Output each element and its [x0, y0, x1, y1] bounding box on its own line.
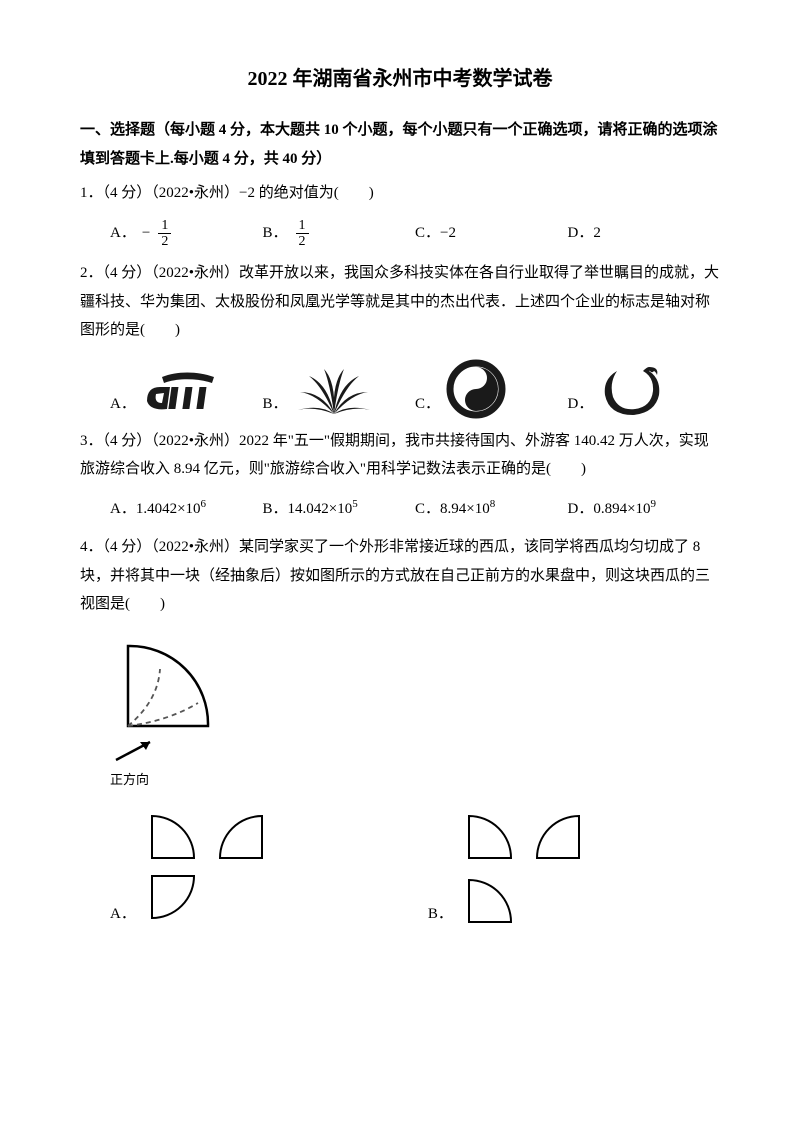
exponent: 5	[352, 498, 358, 510]
q4-opt-b[interactable]: B．	[428, 806, 585, 928]
q3-options: A．1.4042×106 B．14.042×105 C．8.94×108 D．0…	[110, 494, 720, 524]
q2-opt-d[interactable]: D．	[568, 359, 721, 419]
opt-label: C．8.94×108	[415, 494, 495, 524]
q2-opt-c[interactable]: C．	[415, 359, 568, 419]
view-cell	[210, 806, 268, 864]
question-2: 2．（4 分）（2022•永州）改革开放以来，我国众多科技实体在各自行业取得了举…	[80, 259, 720, 345]
numerator: 1	[296, 218, 309, 234]
q3-opt-a[interactable]: A．1.4042×106	[110, 494, 263, 524]
opt-label: A．	[110, 900, 136, 929]
q1-opt-c[interactable]: C．−2	[415, 218, 568, 250]
section-heading: 一、选择题（每小题 4 分，本大题共 10 个小题，每个小题只有一个正确选项，请…	[80, 116, 720, 173]
opt-text: A．1.4042×10	[110, 501, 201, 517]
minus-sign: −	[142, 219, 150, 248]
view-cell	[463, 870, 521, 928]
arrow-label: 正方向	[110, 768, 720, 793]
q4-options: A． B．	[110, 806, 720, 928]
taiji-logo-icon	[446, 359, 506, 419]
q4-opt-a[interactable]: A．	[110, 806, 268, 928]
q3-opt-d[interactable]: D．0.894×109	[568, 494, 721, 524]
q2-options: A． B． C．	[110, 359, 720, 419]
denominator: 2	[296, 234, 309, 249]
opt-label: B．	[263, 219, 288, 248]
opt-label: B．	[428, 900, 453, 929]
q1-options: A． − 1 2 B． 1 2 C．−2 D．2	[110, 218, 720, 250]
fraction-icon: 1 2	[158, 218, 171, 250]
view-cell	[463, 806, 521, 864]
numerator: 1	[158, 218, 171, 234]
q2-opt-b[interactable]: B．	[263, 359, 416, 419]
question-4: 4．（4 分）（2022•永州）某同学家买了一个外形非常接近球的西瓜，该同学将西…	[80, 533, 720, 619]
opt-label: C．−2	[415, 219, 456, 248]
q1-opt-b[interactable]: B． 1 2	[263, 218, 416, 250]
q2-opt-a[interactable]: A．	[110, 359, 263, 419]
opt-label: A．	[110, 390, 136, 419]
opt-text: B．14.042×10	[263, 501, 353, 517]
denominator: 2	[158, 234, 171, 249]
arrow-icon	[110, 736, 160, 764]
opt-text: D．0.894×10	[568, 501, 651, 517]
view-cell	[210, 870, 268, 928]
view-cell	[146, 806, 204, 864]
opt-label: B．	[263, 390, 288, 419]
opt-label: D．	[568, 390, 594, 419]
exponent: 8	[490, 498, 496, 510]
view-cell	[527, 806, 585, 864]
view-cell	[146, 870, 204, 928]
three-views-grid	[146, 806, 268, 928]
watermelon-slice-icon	[110, 631, 220, 736]
opt-label: D．2	[568, 219, 601, 248]
question-3: 3．（4 分）（2022•永州）2022 年"五一"假期期间，我市共接待国内、外…	[80, 427, 720, 484]
exponent: 6	[201, 498, 207, 510]
fraction-icon: 1 2	[296, 218, 309, 250]
huawei-logo-icon	[294, 364, 374, 419]
opt-label: A．1.4042×106	[110, 494, 206, 524]
dji-logo-icon	[142, 369, 232, 419]
question-1: 1．（4 分）（2022•永州）−2 的绝对值为( )	[80, 179, 720, 208]
opt-label: A．	[110, 219, 136, 248]
page-title: 2022 年湖南省永州市中考数学试卷	[80, 60, 720, 98]
q1-opt-a[interactable]: A． − 1 2	[110, 218, 263, 250]
three-views-grid	[463, 806, 585, 928]
opt-text: C．8.94×10	[415, 501, 490, 517]
watermelon-figure: 正方向	[110, 631, 720, 793]
q1-opt-d[interactable]: D．2	[568, 218, 721, 250]
opt-label: C．	[415, 390, 440, 419]
opt-label: B．14.042×105	[263, 494, 358, 524]
q3-opt-b[interactable]: B．14.042×105	[263, 494, 416, 524]
opt-label: D．0.894×109	[568, 494, 657, 524]
q3-opt-c[interactable]: C．8.94×108	[415, 494, 568, 524]
exponent: 9	[651, 498, 657, 510]
phoenix-logo-icon	[599, 361, 664, 419]
view-cell	[527, 870, 585, 928]
